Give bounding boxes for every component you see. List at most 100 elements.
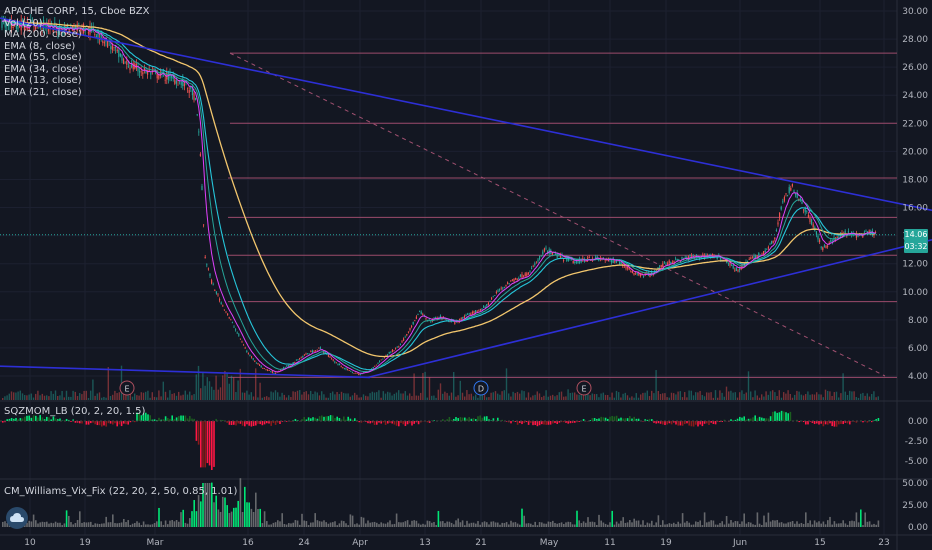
sqzmom-bar xyxy=(96,421,99,426)
volume-bar xyxy=(769,391,772,400)
sqzmom-bar xyxy=(488,419,490,421)
time-tick-label: 23 xyxy=(878,538,889,548)
williams-bar xyxy=(327,523,330,527)
sqzmom-bar xyxy=(70,421,72,422)
candle-body xyxy=(79,29,81,31)
candle-body xyxy=(375,364,377,366)
volume-bar xyxy=(182,394,184,400)
volume-bar xyxy=(136,395,138,400)
williams-bar xyxy=(411,520,413,527)
cloud-icon xyxy=(10,513,24,522)
volume-bar xyxy=(490,392,492,400)
sqzmom-bar xyxy=(750,418,752,421)
sqzmom-bar xyxy=(563,421,565,423)
sqzmom-bar xyxy=(367,421,369,424)
volume-bar xyxy=(508,393,510,400)
williams-bar xyxy=(868,521,871,527)
legend-ma200[interactable]: MA (200, close) xyxy=(4,29,82,40)
price-tick-label: 22.00 xyxy=(902,119,928,129)
williams-bar xyxy=(219,511,222,527)
candle-body xyxy=(831,241,833,243)
volume-bar xyxy=(268,397,270,400)
sqzmom-label[interactable]: SQZMOM_LB (20, 2, 20, 1.5) xyxy=(4,406,146,417)
legend-ema8[interactable]: EMA (8, close) xyxy=(4,40,76,52)
candle-body xyxy=(758,252,760,258)
time-tick-label: Jun xyxy=(732,538,747,548)
candle-body xyxy=(513,278,515,282)
candle-body xyxy=(412,321,414,325)
williams-bar xyxy=(81,522,83,527)
volume-bar xyxy=(703,396,706,400)
candle-body xyxy=(668,260,670,264)
candle-body xyxy=(735,267,737,271)
volume-bar xyxy=(208,381,211,400)
candle-body xyxy=(129,67,131,70)
candle-body xyxy=(695,254,697,257)
williams-bar xyxy=(827,520,829,527)
volume-bar xyxy=(244,392,246,400)
sqzmom-bar xyxy=(351,419,354,421)
candle-body xyxy=(313,351,315,352)
volume-bar xyxy=(721,392,723,400)
williams-bar xyxy=(450,522,453,527)
volume-bar xyxy=(112,394,114,400)
sqzmom-bar xyxy=(129,421,132,423)
volume-bar xyxy=(138,395,140,400)
candle-body xyxy=(766,248,768,250)
candle-body xyxy=(499,289,501,290)
legend-ema21[interactable]: EMA (21, close) xyxy=(4,86,82,98)
volume-bar xyxy=(189,391,191,400)
volume-bar xyxy=(41,393,43,400)
sqzmom-bar xyxy=(395,421,398,426)
volume-bar xyxy=(345,393,347,400)
williams-bar xyxy=(274,522,277,527)
volume-bar xyxy=(802,395,805,400)
volume-bar xyxy=(360,397,362,400)
volume-bar xyxy=(728,391,730,400)
tradingview-logo[interactable] xyxy=(6,507,28,529)
williams-bar xyxy=(149,524,151,527)
legend-ema34[interactable]: EMA (34, close) xyxy=(4,63,82,75)
williams-bar xyxy=(743,513,745,527)
sqzmom-bar xyxy=(677,421,679,426)
williams-bar xyxy=(68,515,70,527)
sqzmom-bar xyxy=(52,416,55,421)
williams-bar xyxy=(525,523,528,527)
candle-body xyxy=(207,268,209,270)
williams-bar xyxy=(167,524,169,527)
williams-bar xyxy=(415,520,418,527)
legend-ema55[interactable]: EMA (55, close) xyxy=(4,52,82,63)
legend-vol[interactable]: Vol (20) xyxy=(4,17,43,29)
volume-bar xyxy=(437,389,439,400)
candle-body xyxy=(86,25,88,27)
sqzmom-bar xyxy=(862,421,864,423)
volume-bar xyxy=(120,365,123,400)
williams-label[interactable]: CM_Williams_Vix_Fix (22, 20, 2, 50, 0.85… xyxy=(4,486,238,497)
sqzmom-bar xyxy=(175,417,178,421)
candle-body xyxy=(491,297,493,300)
legend-ema13[interactable]: EMA (13, close) xyxy=(4,75,82,86)
sqzmom-bar xyxy=(180,415,182,421)
volume-bar xyxy=(178,391,180,400)
sqzmom-bar xyxy=(222,420,224,421)
williams-bar xyxy=(288,523,290,527)
williams-bar xyxy=(831,524,833,527)
volume-bar xyxy=(118,392,120,400)
williams-bar xyxy=(833,521,836,527)
candle-body xyxy=(481,308,483,310)
candle-body xyxy=(398,346,400,348)
sqzmom-bar xyxy=(525,421,528,423)
candle-body xyxy=(11,20,13,28)
candle-body xyxy=(614,261,616,263)
sqzmom-bar xyxy=(442,419,444,421)
candle-body xyxy=(147,70,149,75)
sqzmom-bar xyxy=(393,421,396,425)
candle-body xyxy=(12,26,14,29)
sqzmom-bar xyxy=(604,417,607,421)
volume-bar xyxy=(134,393,136,400)
candle-body xyxy=(172,76,174,79)
volume-bar xyxy=(402,393,404,400)
williams-bar xyxy=(767,512,770,527)
candle-body xyxy=(825,245,827,249)
